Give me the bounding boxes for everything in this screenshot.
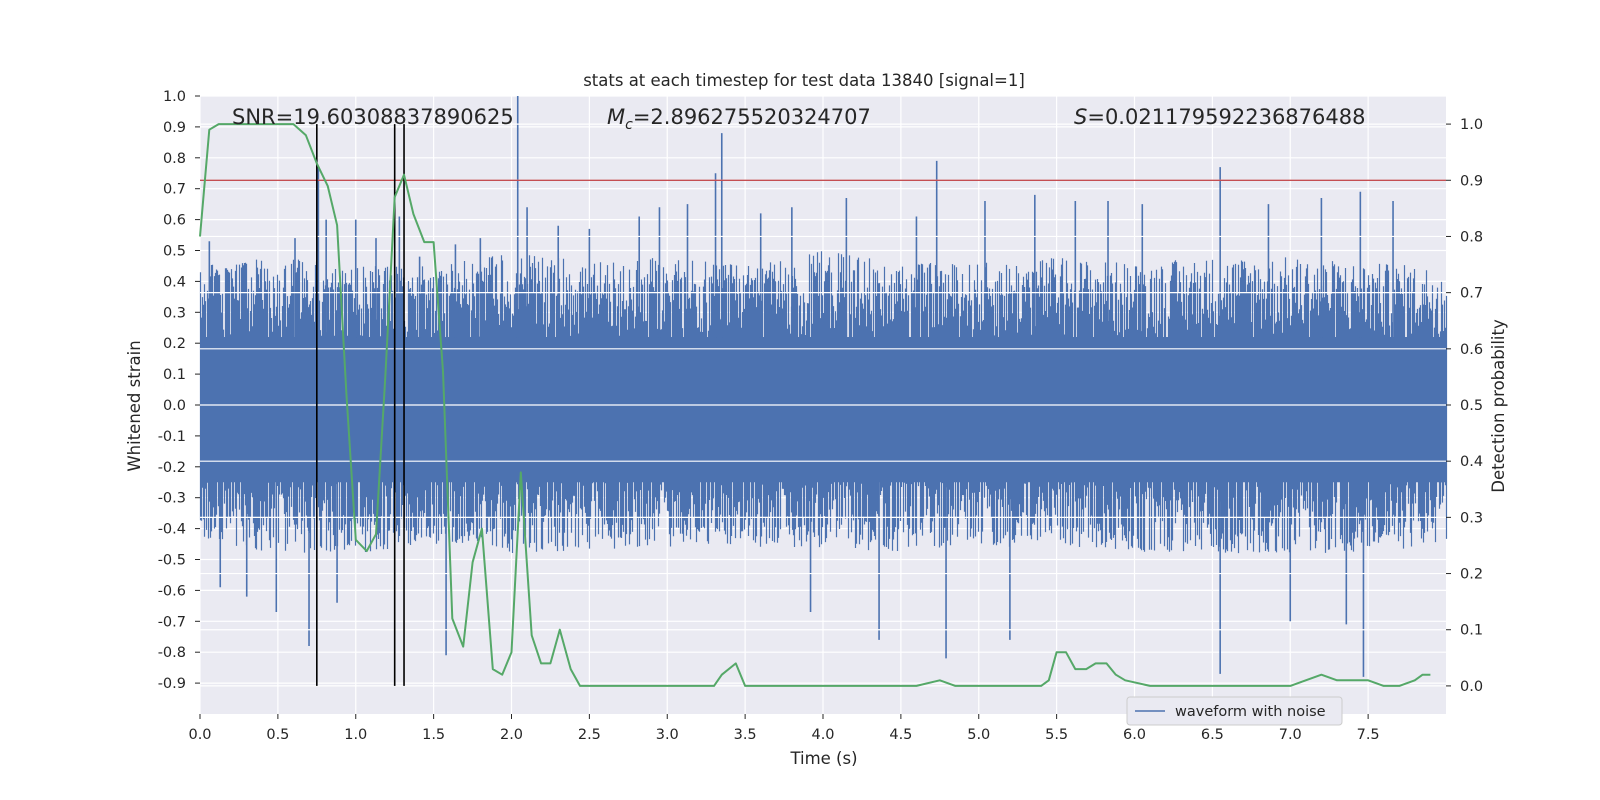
y-left-tick-label: -0.8 [158, 645, 186, 661]
x-tick-label: 0.0 [188, 727, 211, 743]
chirp-mass-annotation: Mc=2.896275520324707 [607, 105, 871, 133]
x-axis-label: Time (s) [789, 749, 857, 768]
legend: waveform with noise [1126, 696, 1343, 726]
x-tick-label: 4.5 [889, 727, 912, 743]
y-right-axis-ticks: 1.0 0.9 0.8 0.7 0.6 0.5 0.4 0.3 0.2 0.1 0.0 [1446, 117, 1483, 695]
y-right-tick-label: 0.2 [1460, 567, 1483, 583]
y-left-tick-label: -0.6 [158, 583, 186, 599]
x-tick-label: 1.5 [422, 727, 445, 743]
x-tick-label: 6.5 [1201, 727, 1224, 743]
chirp-mass-value: =2.896275520324707 [633, 105, 871, 129]
y-right-tick-label: 1.0 [1460, 117, 1483, 133]
chart-title: stats at each timestep for test data 138… [583, 71, 1025, 90]
y-left-tick-label: -0.4 [158, 522, 186, 538]
y-left-tick-label: 0.7 [163, 182, 186, 198]
legend-box [1126, 696, 1343, 726]
x-tick-label: 0.5 [266, 727, 289, 743]
waveform-series [199, 96, 1448, 677]
x-tick-label: 3.5 [734, 727, 757, 743]
chirp-mass-subscript: c [625, 117, 633, 133]
y-right-tick-label: 0.6 [1460, 342, 1483, 358]
overlay-lines [200, 123, 1446, 687]
y-right-tick-label: 0.8 [1460, 229, 1483, 245]
y-left-tick-label: 0.4 [163, 274, 186, 290]
x-tick-label: 6.0 [1123, 727, 1146, 743]
y-left-tick-label: 0.3 [163, 305, 186, 321]
x-tick-label: 7.0 [1279, 727, 1302, 743]
x-tick-label: 7.5 [1357, 727, 1380, 743]
y-left-tick-label: 0.2 [163, 336, 186, 352]
y-right-tick-label: 0.3 [1460, 510, 1483, 526]
detection-probability-line [199, 123, 1431, 687]
probability-series [199, 123, 1431, 687]
y-right-tick-label: 0.5 [1460, 398, 1483, 414]
legend-label: waveform with noise [1175, 704, 1326, 720]
snr-annotation: SNR=19.60308837890625 [232, 105, 514, 129]
y-left-tick-label: 0.5 [163, 244, 186, 260]
y-left-tick-label: 1.0 [163, 89, 186, 105]
y-right-tick-label: 0.1 [1460, 623, 1483, 639]
y-right-tick-label: 0.0 [1460, 679, 1483, 695]
y-left-tick-label: -0.7 [158, 614, 186, 630]
s-symbol: S [1074, 105, 1087, 129]
x-tick-label: 3.0 [656, 727, 679, 743]
y-right-axis-label: Detection probability [1489, 319, 1508, 493]
y-left-tick-label: -0.9 [158, 676, 186, 692]
x-axis-ticks: 0.0 0.5 1.0 1.5 2.0 2.5 3.0 3.5 4.0 4.5 5.0 5.5 6.0 6… [188, 714, 1380, 743]
y-left-tick-label: -0.3 [158, 491, 186, 507]
y-left-axis-label: Whitened strain [125, 340, 144, 471]
x-tick-label: 5.0 [967, 727, 990, 743]
x-tick-label: 1.0 [344, 727, 367, 743]
s-value: =0.021179592236876488 [1087, 105, 1365, 129]
y-left-tick-label: 0.6 [163, 213, 186, 229]
s-annotation: S=0.021179592236876488 [1074, 105, 1365, 129]
y-left-tick-label: -0.5 [158, 553, 186, 569]
x-tick-label: 5.5 [1045, 727, 1068, 743]
y-right-tick-label: 0.4 [1460, 454, 1483, 470]
y-right-tick-label: 0.9 [1460, 173, 1483, 189]
y-left-tick-label: 0.1 [163, 367, 186, 383]
y-left-tick-label: -0.2 [158, 460, 186, 476]
x-tick-label: 2.0 [500, 727, 523, 743]
waveform-core [200, 337, 1446, 483]
y-left-tick-label: -0.1 [158, 429, 186, 445]
chirp-mass-symbol: M [607, 105, 625, 129]
x-tick-label: 2.5 [578, 727, 601, 743]
y-left-axis-ticks: 1.0 0.9 0.8 0.7 0.6 0.5 0.4 0.3 0.2 0.1 0.0 -0.1 -0.… [158, 89, 200, 692]
y-left-tick-label: 0.0 [163, 398, 186, 414]
y-right-tick-label: 0.7 [1460, 286, 1483, 302]
x-tick-label: 4.0 [811, 727, 834, 743]
y-left-tick-label: 0.9 [163, 120, 186, 136]
y-left-tick-label: 0.8 [163, 151, 186, 167]
